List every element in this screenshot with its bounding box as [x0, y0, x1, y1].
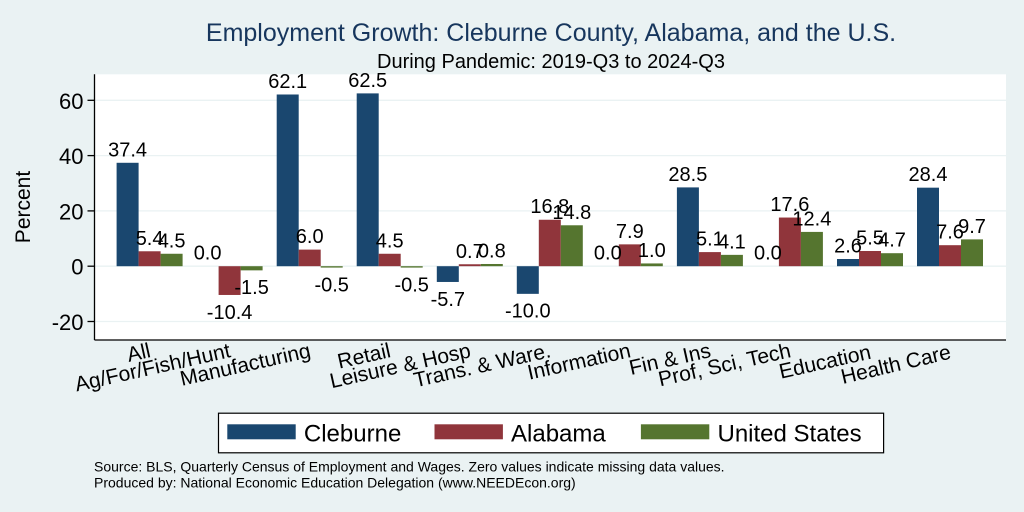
svg-text:-10.4: -10.4: [207, 302, 253, 324]
svg-text:-0.5: -0.5: [314, 274, 348, 296]
svg-text:Produced by: National Economic: Produced by: National Economic Education…: [94, 475, 576, 491]
svg-text:40: 40: [59, 144, 83, 169]
svg-text:-0.5: -0.5: [394, 274, 428, 296]
svg-text:4.5: 4.5: [158, 230, 186, 252]
svg-text:7.9: 7.9: [616, 221, 644, 243]
svg-text:0.0: 0.0: [594, 243, 622, 265]
svg-text:Alabama: Alabama: [511, 420, 606, 447]
svg-text:28.5: 28.5: [668, 164, 707, 186]
svg-text:4.1: 4.1: [718, 231, 746, 253]
svg-text:-1.5: -1.5: [234, 277, 268, 299]
svg-text:5.1: 5.1: [696, 229, 724, 251]
svg-text:16.8: 16.8: [530, 196, 569, 218]
svg-text:4.5: 4.5: [376, 230, 404, 252]
svg-text:Source: BLS, Quarterly Census: Source: BLS, Quarterly Census of Employm…: [94, 459, 725, 475]
svg-text:37.4: 37.4: [108, 139, 147, 161]
svg-text:6.0: 6.0: [296, 226, 324, 248]
svg-text:Percent: Percent: [12, 171, 35, 244]
svg-text:12.4: 12.4: [792, 208, 831, 230]
svg-text:Employment Growth: Cleburne Co: Employment Growth: Cleburne County, Alab…: [206, 19, 896, 47]
svg-text:All: All: [125, 339, 153, 367]
svg-text:-5.7: -5.7: [431, 289, 465, 311]
svg-text:Cleburne: Cleburne: [304, 420, 401, 447]
svg-text:28.4: 28.4: [909, 164, 948, 186]
svg-text:4.7: 4.7: [878, 230, 906, 252]
svg-text:0.7: 0.7: [456, 241, 484, 263]
svg-text:-10.0: -10.0: [505, 301, 551, 323]
svg-text:1.0: 1.0: [638, 240, 666, 262]
svg-text:During Pandemic: 2019-Q3 to 20: During Pandemic: 2019-Q3 to 2024-Q3: [377, 51, 725, 73]
svg-text:14.8: 14.8: [552, 202, 591, 224]
svg-text:-20: -20: [52, 310, 84, 335]
svg-text:62.5: 62.5: [348, 70, 387, 92]
svg-text:United States: United States: [718, 420, 862, 447]
svg-text:20: 20: [59, 199, 83, 224]
svg-text:0.8: 0.8: [478, 241, 506, 263]
svg-text:7.6: 7.6: [936, 222, 964, 244]
svg-text:60: 60: [59, 89, 83, 114]
svg-text:0: 0: [71, 255, 83, 280]
svg-text:9.7: 9.7: [958, 216, 986, 238]
svg-text:0.0: 0.0: [754, 243, 782, 265]
svg-text:17.6: 17.6: [770, 194, 809, 216]
svg-text:5.5: 5.5: [856, 228, 884, 250]
svg-text:5.4: 5.4: [136, 228, 164, 250]
svg-text:62.1: 62.1: [268, 71, 307, 93]
svg-text:2.6: 2.6: [834, 236, 862, 258]
svg-text:0.0: 0.0: [194, 243, 222, 265]
